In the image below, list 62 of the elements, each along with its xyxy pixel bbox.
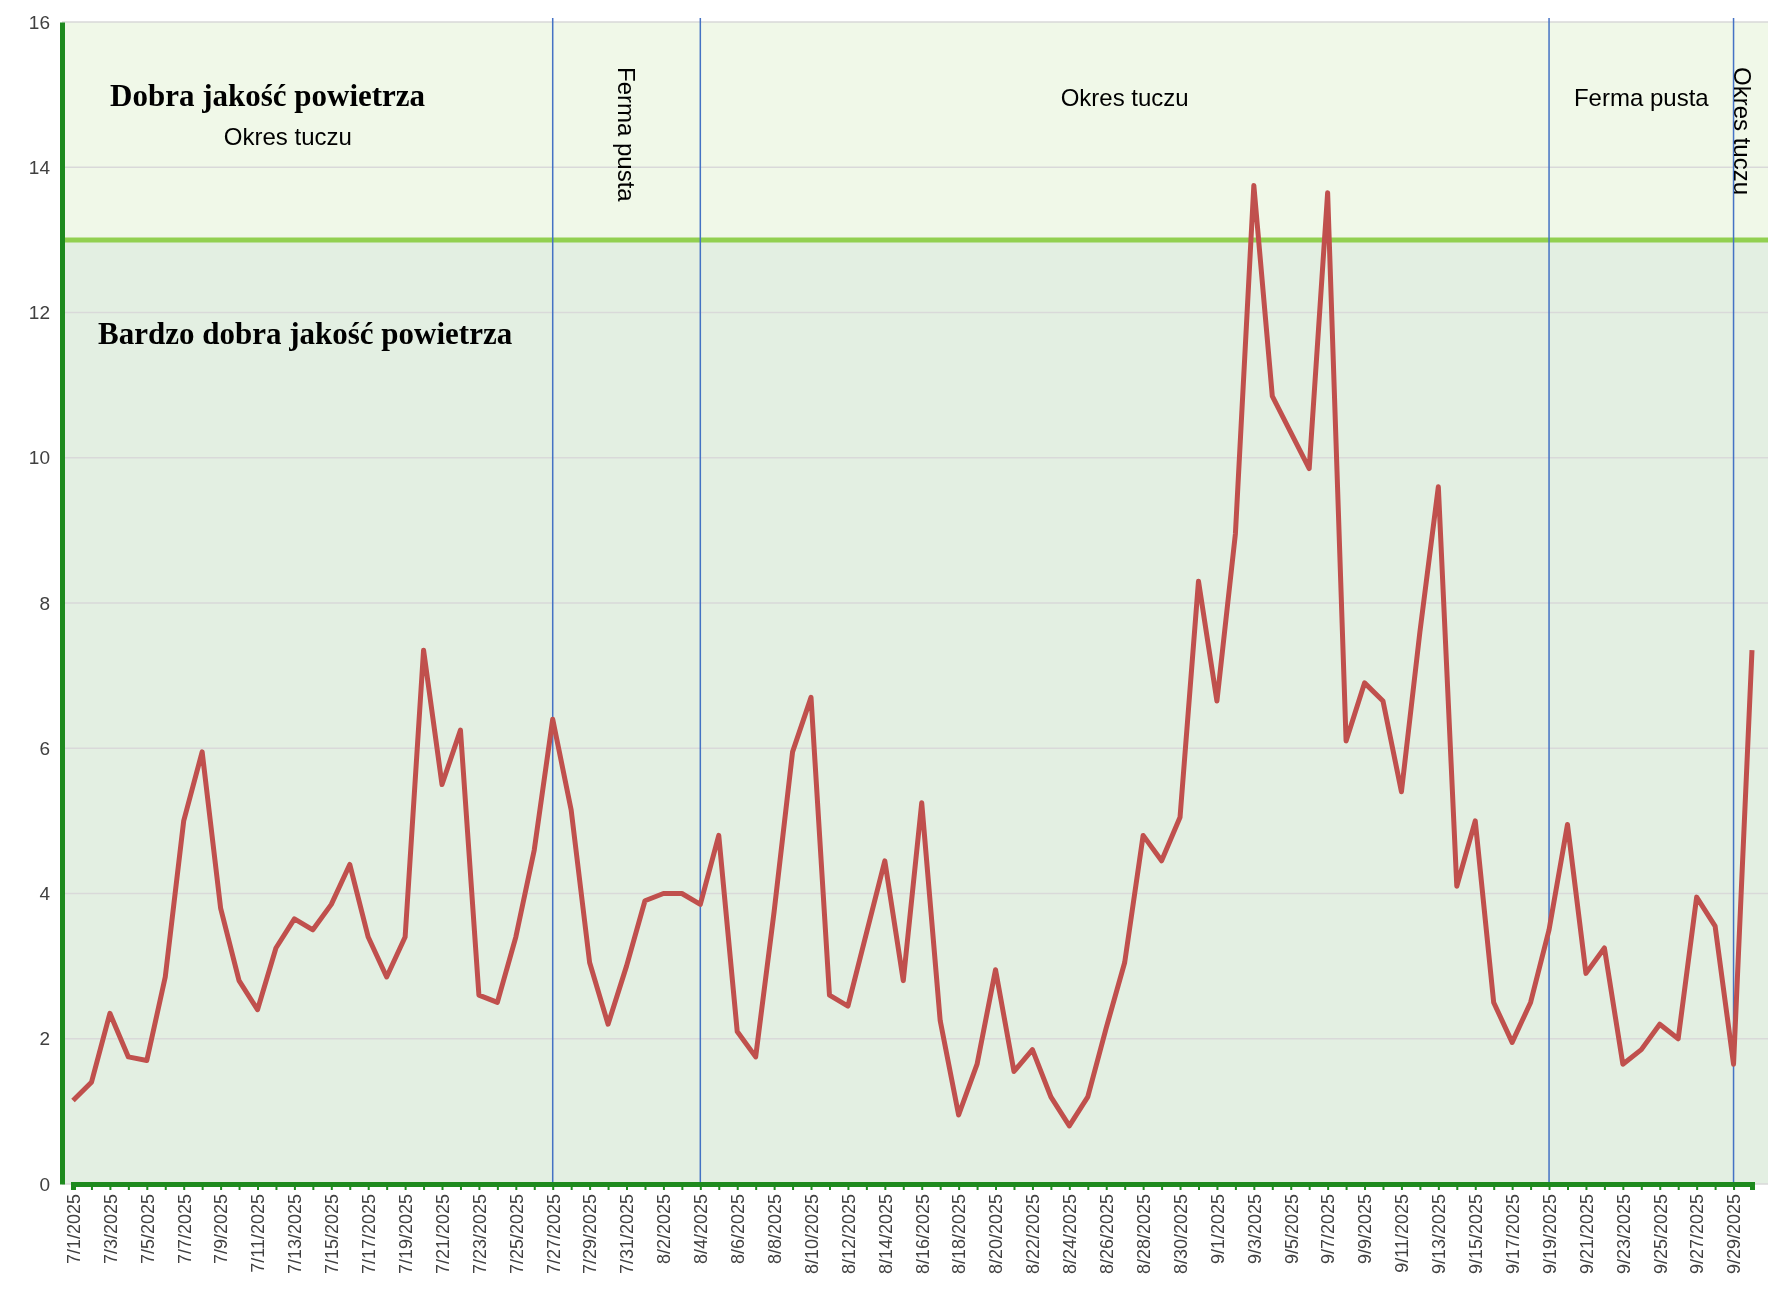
- x-tick-label: 8/22/2025: [1023, 1194, 1044, 1275]
- band-label: Dobra jakość powietrza: [110, 78, 426, 113]
- x-tick-label: 7/15/2025: [322, 1194, 343, 1275]
- x-tick-label: 9/29/2025: [1724, 1194, 1745, 1275]
- y-tick-label: 14: [28, 156, 51, 178]
- x-tick-label: 9/13/2025: [1429, 1194, 1450, 1275]
- y-tick-label: 6: [39, 737, 50, 759]
- annotation: Okres tuczu: [1060, 83, 1189, 111]
- x-tick-label: 9/1/2025: [1207, 1194, 1228, 1265]
- x-tick-label: 9/27/2025: [1687, 1194, 1708, 1275]
- x-tick-label: 8/10/2025: [801, 1194, 822, 1275]
- x-tick-label: 8/26/2025: [1097, 1194, 1118, 1275]
- x-tick-label: 7/27/2025: [543, 1194, 564, 1275]
- annotation: Okres tuczu: [223, 123, 352, 151]
- y-tick-label: 16: [28, 11, 50, 33]
- x-tick-label: 7/7/2025: [174, 1194, 195, 1265]
- x-tick-label: 9/25/2025: [1650, 1194, 1671, 1275]
- x-tick-label: 7/25/2025: [506, 1194, 527, 1275]
- x-tick-label: 7/19/2025: [395, 1194, 416, 1275]
- x-tick-label: 7/17/2025: [359, 1194, 380, 1275]
- y-tick-label: 12: [28, 302, 50, 324]
- x-tick-label: 7/31/2025: [617, 1194, 638, 1275]
- x-tick-label: 8/18/2025: [949, 1194, 970, 1275]
- x-tick-label: 8/28/2025: [1133, 1194, 1154, 1275]
- x-tick-label: 8/20/2025: [986, 1194, 1007, 1275]
- x-tick-label: 9/11/2025: [1392, 1194, 1413, 1273]
- x-tick-label: 9/3/2025: [1244, 1194, 1265, 1265]
- annotation: Okres tuczu: [1729, 67, 1757, 196]
- x-tick-label: 9/23/2025: [1613, 1194, 1634, 1275]
- x-tick-label: 7/21/2025: [432, 1194, 453, 1275]
- x-tick-label: 9/7/2025: [1318, 1194, 1339, 1265]
- x-tick-label: 8/30/2025: [1170, 1194, 1191, 1275]
- x-tick-label: 8/4/2025: [691, 1194, 712, 1265]
- annotation: Ferma pusta: [1573, 83, 1710, 111]
- y-tick-label: 10: [28, 447, 50, 469]
- x-tick-label: 8/12/2025: [838, 1194, 859, 1275]
- x-tick-label: 9/5/2025: [1281, 1194, 1302, 1265]
- x-tick-label: 7/1/2025: [63, 1194, 84, 1265]
- x-tick-label: 8/8/2025: [764, 1194, 785, 1265]
- x-tick-label: 8/2/2025: [654, 1194, 675, 1265]
- band-label: Bardzo dobra jakość powietrza: [98, 315, 513, 351]
- y-tick-label: 8: [39, 592, 50, 614]
- x-tick-label: 9/17/2025: [1502, 1194, 1523, 1275]
- x-tick-label: 7/9/2025: [211, 1194, 232, 1265]
- x-tick-label: 7/29/2025: [580, 1194, 601, 1275]
- x-tick-label: 7/3/2025: [100, 1194, 121, 1265]
- x-tick-label: 7/23/2025: [469, 1194, 490, 1275]
- y-tick-label: 4: [39, 883, 51, 905]
- x-tick-label: 8/6/2025: [728, 1194, 749, 1265]
- x-tick-label: 8/16/2025: [912, 1194, 933, 1275]
- y-tick-label: 2: [39, 1028, 50, 1050]
- x-tick-label: 7/5/2025: [137, 1194, 158, 1265]
- x-tick-label: 9/15/2025: [1466, 1194, 1487, 1275]
- x-tick-label: 7/11/2025: [248, 1194, 269, 1273]
- x-tick-label: 9/19/2025: [1539, 1194, 1560, 1275]
- x-tick-label: 8/14/2025: [875, 1194, 896, 1275]
- x-tick-label: 9/9/2025: [1355, 1194, 1376, 1265]
- annotation: Ferma pusta: [613, 67, 641, 203]
- y-tick-label: 0: [39, 1173, 50, 1195]
- x-tick-label: 9/21/2025: [1576, 1194, 1597, 1275]
- x-tick-label: 7/13/2025: [285, 1194, 306, 1275]
- x-tick-label: 8/24/2025: [1060, 1194, 1081, 1275]
